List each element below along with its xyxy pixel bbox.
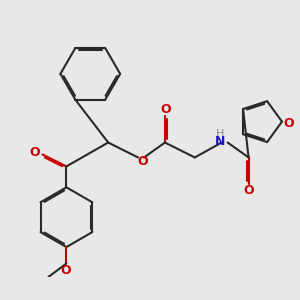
Text: O: O <box>160 103 171 116</box>
Text: O: O <box>137 155 148 168</box>
Text: H: H <box>216 129 224 139</box>
Text: O: O <box>283 117 294 130</box>
Text: O: O <box>244 184 254 197</box>
Text: O: O <box>30 146 40 160</box>
Text: N: N <box>215 134 225 148</box>
Text: O: O <box>61 263 71 277</box>
